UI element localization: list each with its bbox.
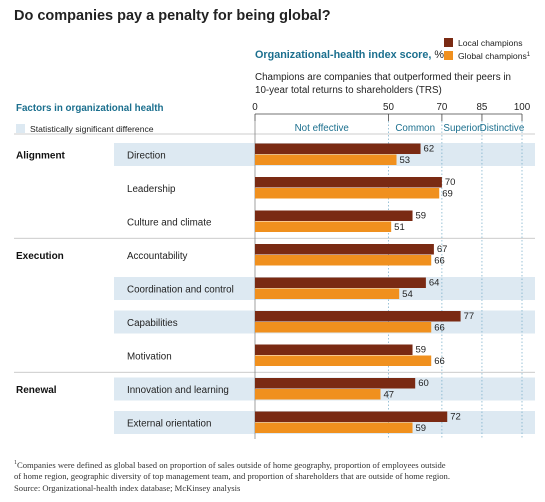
value-label-global: 69 (442, 189, 453, 200)
description-line-2: 10-year total returns to shareholders (T… (255, 85, 442, 96)
group-label: Renewal (16, 385, 57, 396)
x-tick-label: 70 (436, 102, 447, 113)
value-label-local: 77 (464, 311, 475, 322)
zone-label: Not effective (295, 123, 350, 134)
bar-global (255, 221, 392, 232)
value-label-global: 47 (383, 390, 394, 401)
axis-title: Organizational-health index score, % (255, 49, 444, 61)
factor-label: Coordination and control (127, 285, 234, 296)
zone-label: Common (395, 123, 435, 134)
value-label-local: 64 (429, 278, 440, 289)
factors-header: Factors in organizational health (16, 103, 164, 114)
footnote-line-1: Companies were defined as global based o… (17, 459, 446, 470)
factor-label: Culture and climate (127, 218, 212, 229)
value-label-global: 66 (434, 323, 445, 334)
significance-swatch (16, 124, 25, 133)
value-label-local: 67 (437, 244, 448, 255)
bar-global (255, 288, 400, 299)
description-line-1: Champions are companies that outperforme… (255, 72, 511, 83)
factor-label: Accountability (127, 251, 188, 262)
legend-label-global: Global champions1 (458, 51, 531, 61)
factor-label: Innovation and learning (127, 385, 229, 396)
bar-local (255, 210, 413, 221)
bar-local (255, 277, 426, 288)
bar-global (255, 154, 397, 165)
value-label-global: 66 (434, 256, 445, 267)
bar-local (255, 311, 461, 322)
value-label-global: 54 (402, 289, 413, 300)
factor-label: Motivation (127, 352, 172, 363)
legend-swatch-global (444, 51, 453, 60)
value-label-local: 62 (424, 144, 435, 155)
bar-local (255, 344, 413, 355)
x-tick-label: 50 (383, 102, 394, 113)
bar-global (255, 389, 381, 400)
value-label-global: 53 (400, 155, 411, 166)
footnote-marker: 1 (14, 460, 17, 466)
bar-global (255, 322, 432, 333)
value-label-local: 59 (416, 211, 427, 222)
bar-local (255, 244, 434, 255)
x-tick-label: 100 (514, 102, 531, 113)
value-label-global: 51 (394, 222, 405, 233)
zone-label: Distinctive (480, 123, 525, 134)
legend: Local champions Global champions1 (444, 38, 531, 61)
x-tick-label: 0 (252, 102, 258, 113)
bar-local (255, 143, 421, 154)
value-label-global: 66 (434, 356, 445, 367)
chart-title: Do companies pay a penalty for being glo… (14, 8, 331, 24)
factor-label: Leadership (127, 184, 176, 195)
footnote: 1Companies were defined as global based … (14, 458, 450, 494)
source-note: Source: Organizational-health index data… (14, 482, 241, 493)
factor-label: Capabilities (127, 318, 178, 329)
value-label-local: 72 (450, 412, 461, 423)
group-label: Alignment (16, 151, 66, 162)
bar-global (255, 355, 432, 366)
bar-global (255, 422, 413, 433)
bar-global (255, 188, 440, 199)
group-label: Execution (16, 251, 64, 262)
legend-label-local: Local champions (458, 38, 523, 48)
bar-local (255, 378, 416, 389)
value-label-local: 60 (418, 378, 429, 389)
factor-label: Direction (127, 151, 166, 162)
footnote-line-2: of home region, geographic diversity of … (14, 471, 451, 482)
factor-label: External orientation (127, 419, 211, 430)
value-label-global: 59 (416, 423, 427, 434)
bar-local (255, 177, 442, 188)
x-tick-label: 85 (476, 102, 487, 113)
significance-legend: Statistically significant difference (30, 124, 154, 134)
bar-global (255, 255, 432, 266)
zone-label: Superior (443, 123, 481, 134)
value-label-local: 59 (416, 345, 427, 356)
value-label-local: 70 (445, 177, 456, 188)
bar-local (255, 411, 448, 422)
legend-swatch-local (444, 38, 453, 47)
